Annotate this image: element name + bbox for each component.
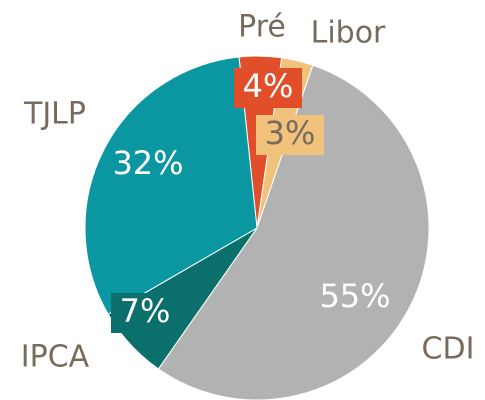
value-label-box [256,115,324,155]
pie-slice [84,56,258,315]
value-label: 4% [243,67,294,105]
category-label: Libor [311,16,386,51]
pie-slice [157,64,430,400]
value-label-box [234,68,302,108]
value-label: 7% [120,292,171,330]
category-label: TJLP [23,97,86,132]
category-label: IPCA [21,340,90,375]
value-label: 3% [265,114,316,152]
value-label: 55% [319,277,390,315]
value-label: 32% [112,144,183,182]
category-label: Pré [238,10,286,45]
value-label-box [111,293,179,333]
category-label: CDI [422,332,475,367]
